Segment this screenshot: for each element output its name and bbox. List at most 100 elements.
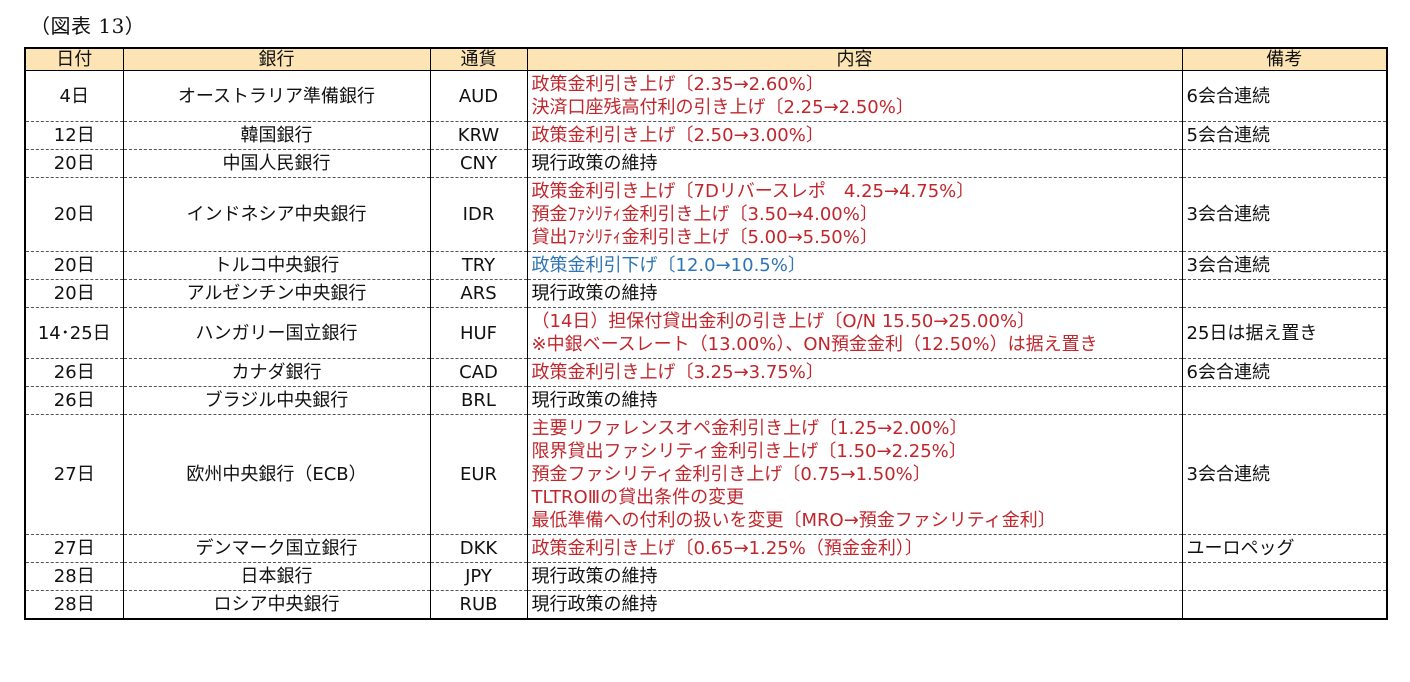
cell-date: 27日 [25,534,123,563]
cell-content: 政策金利引き上げ〔7Dリバースレポ 4.25→4.75%〕 預金ﾌｧｼﾘﾃｨ金利引… [526,177,1182,252]
cell-date: 14･25日 [25,307,123,359]
cell-date: 28日 [25,562,123,591]
table-row: 12日 韓国銀行 KRW 政策金利引き上げ〔2.50→3.00%〕 5会合連続 [25,121,1387,150]
cell-currency: KRW [429,121,527,150]
cell-date: 26日 [25,386,123,415]
content-line: 最低準備への付利の扱いを変更〔MRO→預金ファシリティ金利〕 [531,510,1056,531]
cell-content: 政策金利引き上げ〔2.35→2.60%〕 決済口座残高付利の引き上げ〔2.25→2… [526,70,1182,122]
content-line: 現行政策の維持 [531,283,658,304]
table-row: 20日 トルコ中央銀行 TRY 政策金利引下げ〔12.0→10.5%〕 3会合連続 [25,251,1387,280]
header-date: 日付 [25,48,123,71]
cell-bank: ブラジル中央銀行 [122,386,430,415]
cell-date: 4日 [25,70,123,122]
cell-content: 主要リファレンスオペ金利引き上げ〔1.25→2.00%〕 限界貸出ファシリティ金利… [526,414,1182,535]
cell-content: 現行政策の維持 [526,562,1182,591]
table-row: 26日 ブラジル中央銀行 BRL 現行政策の維持 [25,386,1387,415]
cell-bank: ロシア中央銀行 [122,590,430,619]
cell-currency: DKK [429,534,527,563]
cell-currency: CNY [429,149,527,178]
cell-date: 20日 [25,279,123,308]
cell-currency: TRY [429,251,527,280]
cell-note: 25日は据え置き [1181,307,1387,359]
cell-date: 28日 [53,594,95,615]
cell-note: 5会合連続 [1181,121,1387,150]
cell-bank: インドネシア中央銀行 [122,177,430,252]
cell-content: 現行政策の維持 [526,386,1182,415]
cell-content: 現行政策の維持 [526,149,1182,178]
content-line: 政策金利引き上げ〔7Dリバースレポ 4.25→4.75%〕 [531,181,975,202]
content-line: 現行政策の維持 [531,566,658,587]
cell-bank: 中国人民銀行 [122,149,430,178]
cell-currency: CAD [429,358,527,387]
content-line: 預金ファシリティ金利引き上げ〔0.75→1.50%〕 [531,464,931,485]
header-row: 日付 銀行 通貨 内容 備考 [25,48,1387,71]
content-line: 主要リファレンスオペ金利引き上げ〔1.25→2.00%〕 [531,418,968,439]
cell-date: 27日 [25,414,123,535]
cell-note [1181,590,1387,619]
cell-content: 政策金利引き上げ〔2.50→3.00%〕 [526,121,1182,150]
table-row: 28日 日本銀行 JPY 現行政策の維持 [25,562,1387,591]
content-line: 政策金利引き上げ〔2.35→2.60%〕 [531,74,824,95]
cell-content: 現行政策の維持 [526,279,1182,308]
table-row: 28日 ロシア中央銀行 RUB 現行政策の維持 [25,590,1387,619]
cell-date: 26日 [25,358,123,387]
cell-note [1181,562,1387,591]
cell-currency: IDR [429,177,527,252]
cell-bank: カナダ銀行 [122,358,430,387]
table-row: 20日 中国人民銀行 CNY 現行政策の維持 [25,149,1387,178]
central-bank-decisions-table: 日付 銀行 通貨 内容 備考 4日 オーストラリア準備銀行 AUD 政策金利引き上げ〔… [24,47,1388,620]
table-body: 4日 オーストラリア準備銀行 AUD 政策金利引き上げ〔2.35→2.60%〕 決済口座… [25,70,1387,619]
cell-date: 20日 [25,177,123,252]
cell-note: 3会合連続 [1181,414,1387,535]
table-row: 27日 欧州中央銀行（ECB） EUR 主要リファレンスオペ金利引き上げ〔1.25→2… [25,414,1387,535]
content-line: 現行政策の維持 [531,594,658,615]
header-bank: 銀行 [122,48,430,71]
cell-content: （14日）担保付貸出金利の引き上げ〔O/N 15.50→25.00%〕 ※中銀ベー… [526,307,1182,359]
table-row: 27日 デンマーク国立銀行 DKK 政策金利引き上げ〔0.65→1.25%（預金金利）… [25,534,1387,563]
cell-currency: EUR [429,414,527,535]
cell-currency: RUB [429,590,527,619]
cell-bank: アルゼンチン中央銀行 [122,279,430,308]
cell-currency: ARS [429,279,527,308]
cell-content: 政策金利引下げ〔12.0→10.5%〕 [526,251,1182,280]
cell-note: 3会合連続 [1181,251,1387,280]
cell-bank: オーストラリア準備銀行 [122,70,430,122]
cell-currency: JPY [429,562,527,591]
cell-bank: 韓国銀行 [122,121,430,150]
cell-bank: 欧州中央銀行（ECB） [122,414,430,535]
cell-currency: AUD [429,70,527,122]
cell-currency: BRL [429,386,527,415]
content-line: 政策金利引き上げ〔3.25→3.75%〕 [531,362,824,383]
table-row: 20日 インドネシア中央銀行 IDR 政策金利引き上げ〔7Dリバースレポ 4.25→4… [25,177,1387,252]
cell-bank: トルコ中央銀行 [122,251,430,280]
content-line: 決済口座残高付利の引き上げ〔2.25→2.50%〕 [531,97,914,118]
content-line: 政策金利引き上げ〔2.50→3.00%〕 [531,125,824,146]
cell-note: 6会合連続 [1181,70,1387,122]
cell-content: 現行政策の維持 [526,590,1182,619]
cell-note: 3会合連続 [1181,177,1387,252]
cell-date: 20日 [25,149,123,178]
header-note: 備考 [1181,48,1387,71]
content-line: ※中銀ベースレート（13.00%）、ON預金金利（12.50%）は据え置き [531,334,1098,355]
cell-content: 政策金利引き上げ〔0.65→1.25%（預金金利）〕 [526,534,1182,563]
cell-note: 6会合連続 [1181,358,1387,387]
cell-bank: 日本銀行 [122,562,430,591]
content-line: （14日）担保付貸出金利の引き上げ〔O/N 15.50→25.00%〕 [531,311,1036,332]
cell-content: 政策金利引き上げ〔3.25→3.75%〕 [526,358,1182,387]
content-line: 政策金利引き上げ〔0.65→1.25%（預金金利）〕 [531,538,923,559]
cell-note: ユーロペッグ [1181,534,1387,563]
table-row: 14･25日 ハンガリー国立銀行 HUF （14日）担保付貸出金利の引き上げ〔O/N … [25,307,1387,359]
table-row: 4日 オーストラリア準備銀行 AUD 政策金利引き上げ〔2.35→2.60%〕 決済口座… [25,70,1387,122]
cell-date: 12日 [25,121,123,150]
cell-note [1181,279,1387,308]
cell-currency: HUF [429,307,527,359]
table-row: 20日 アルゼンチン中央銀行 ARS 現行政策の維持 [25,279,1387,308]
content-line: 現行政策の維持 [531,153,658,174]
content-line: TLTROⅢの貸出条件の変更 [531,487,745,508]
content-line: 預金ﾌｧｼﾘﾃｨ金利引き上げ〔3.50→4.00%〕 [531,204,878,225]
header-currency: 通貨 [429,48,527,71]
cell-bank: ハンガリー国立銀行 [122,307,430,359]
table-row: 26日 カナダ銀行 CAD 政策金利引き上げ〔3.25→3.75%〕 6会合連続 [25,358,1387,387]
header-content: 内容 [526,48,1182,71]
figure-caption: （図表 13） [30,14,146,38]
